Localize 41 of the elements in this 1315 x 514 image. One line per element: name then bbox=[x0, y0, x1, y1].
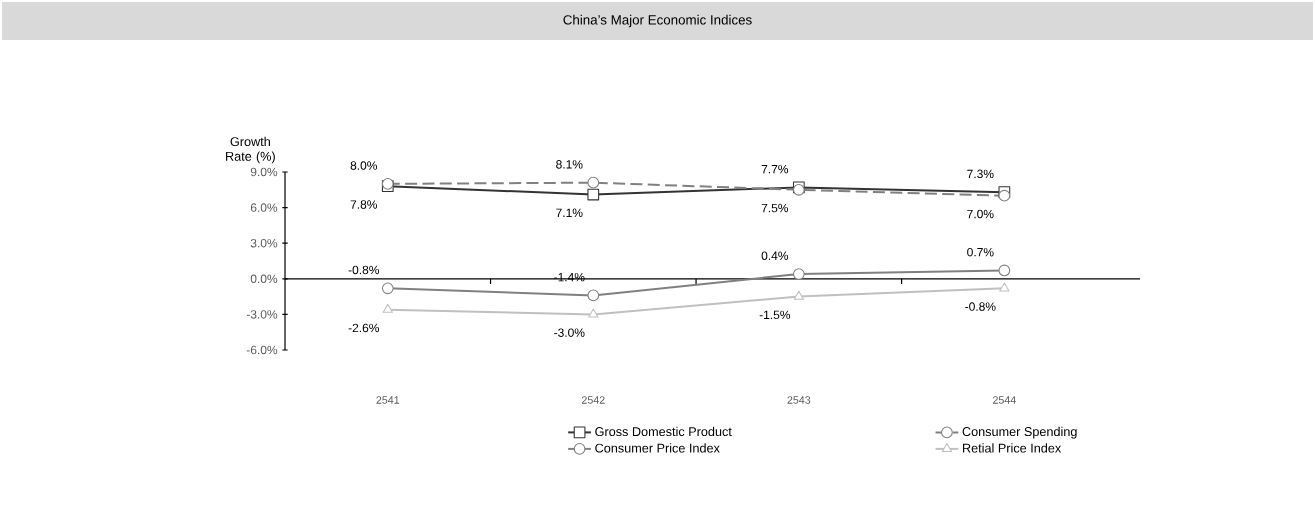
point bbox=[381, 282, 394, 295]
data-label: -3.0% bbox=[554, 328, 585, 337]
data-label: -1.5% bbox=[759, 310, 791, 320]
point bbox=[588, 308, 599, 318]
data-label: 7.5% bbox=[761, 203, 789, 213]
legend-label: Consumer Spending bbox=[962, 426, 1077, 439]
data-label: 7.0% bbox=[967, 209, 994, 219]
point bbox=[587, 289, 600, 302]
data-label: 8.1% bbox=[556, 160, 583, 169]
legend-label: Retial Price Index bbox=[963, 443, 1062, 453]
data-label: 7.7% bbox=[761, 164, 789, 174]
point bbox=[998, 264, 1011, 277]
x-tick-label: 2543 bbox=[787, 396, 811, 404]
x-tick-label: 2541 bbox=[376, 396, 400, 404]
point bbox=[587, 188, 600, 201]
y-tick-label: -3.0% bbox=[246, 310, 278, 319]
point bbox=[382, 303, 393, 313]
y-tick-label: 9.0% bbox=[250, 167, 278, 177]
data-label: 0.4% bbox=[761, 251, 789, 260]
y-tick-label: 3.0% bbox=[250, 238, 278, 248]
point bbox=[793, 290, 804, 300]
y-tick-label: 6.0% bbox=[250, 203, 278, 212]
y-tick-label: -6.0% bbox=[246, 345, 278, 355]
y-tick-label: 0.0% bbox=[250, 274, 278, 284]
x-tick-label: 2544 bbox=[993, 396, 1016, 404]
x-tick-label: 2542 bbox=[581, 396, 605, 404]
point bbox=[792, 268, 805, 280]
data-label: 7.8% bbox=[350, 200, 378, 209]
data-label: 8.0% bbox=[350, 161, 378, 170]
point bbox=[587, 176, 600, 189]
data-label: -0.8% bbox=[965, 302, 996, 311]
point bbox=[999, 282, 1010, 292]
data-label: 0.7% bbox=[967, 247, 994, 257]
data-label: -0.8% bbox=[348, 265, 380, 275]
y-axis-title: Growth Rate (%) bbox=[226, 136, 275, 164]
legend-label: Gross Domestic Product bbox=[595, 426, 732, 437]
chart-title: China’s Major Economic Indices bbox=[563, 14, 752, 28]
data-label: -2.6% bbox=[348, 323, 380, 333]
legend-label: Consumer Price Index bbox=[595, 443, 720, 453]
data-label: 7.1% bbox=[556, 208, 583, 217]
data-label: 7.3% bbox=[967, 169, 994, 179]
